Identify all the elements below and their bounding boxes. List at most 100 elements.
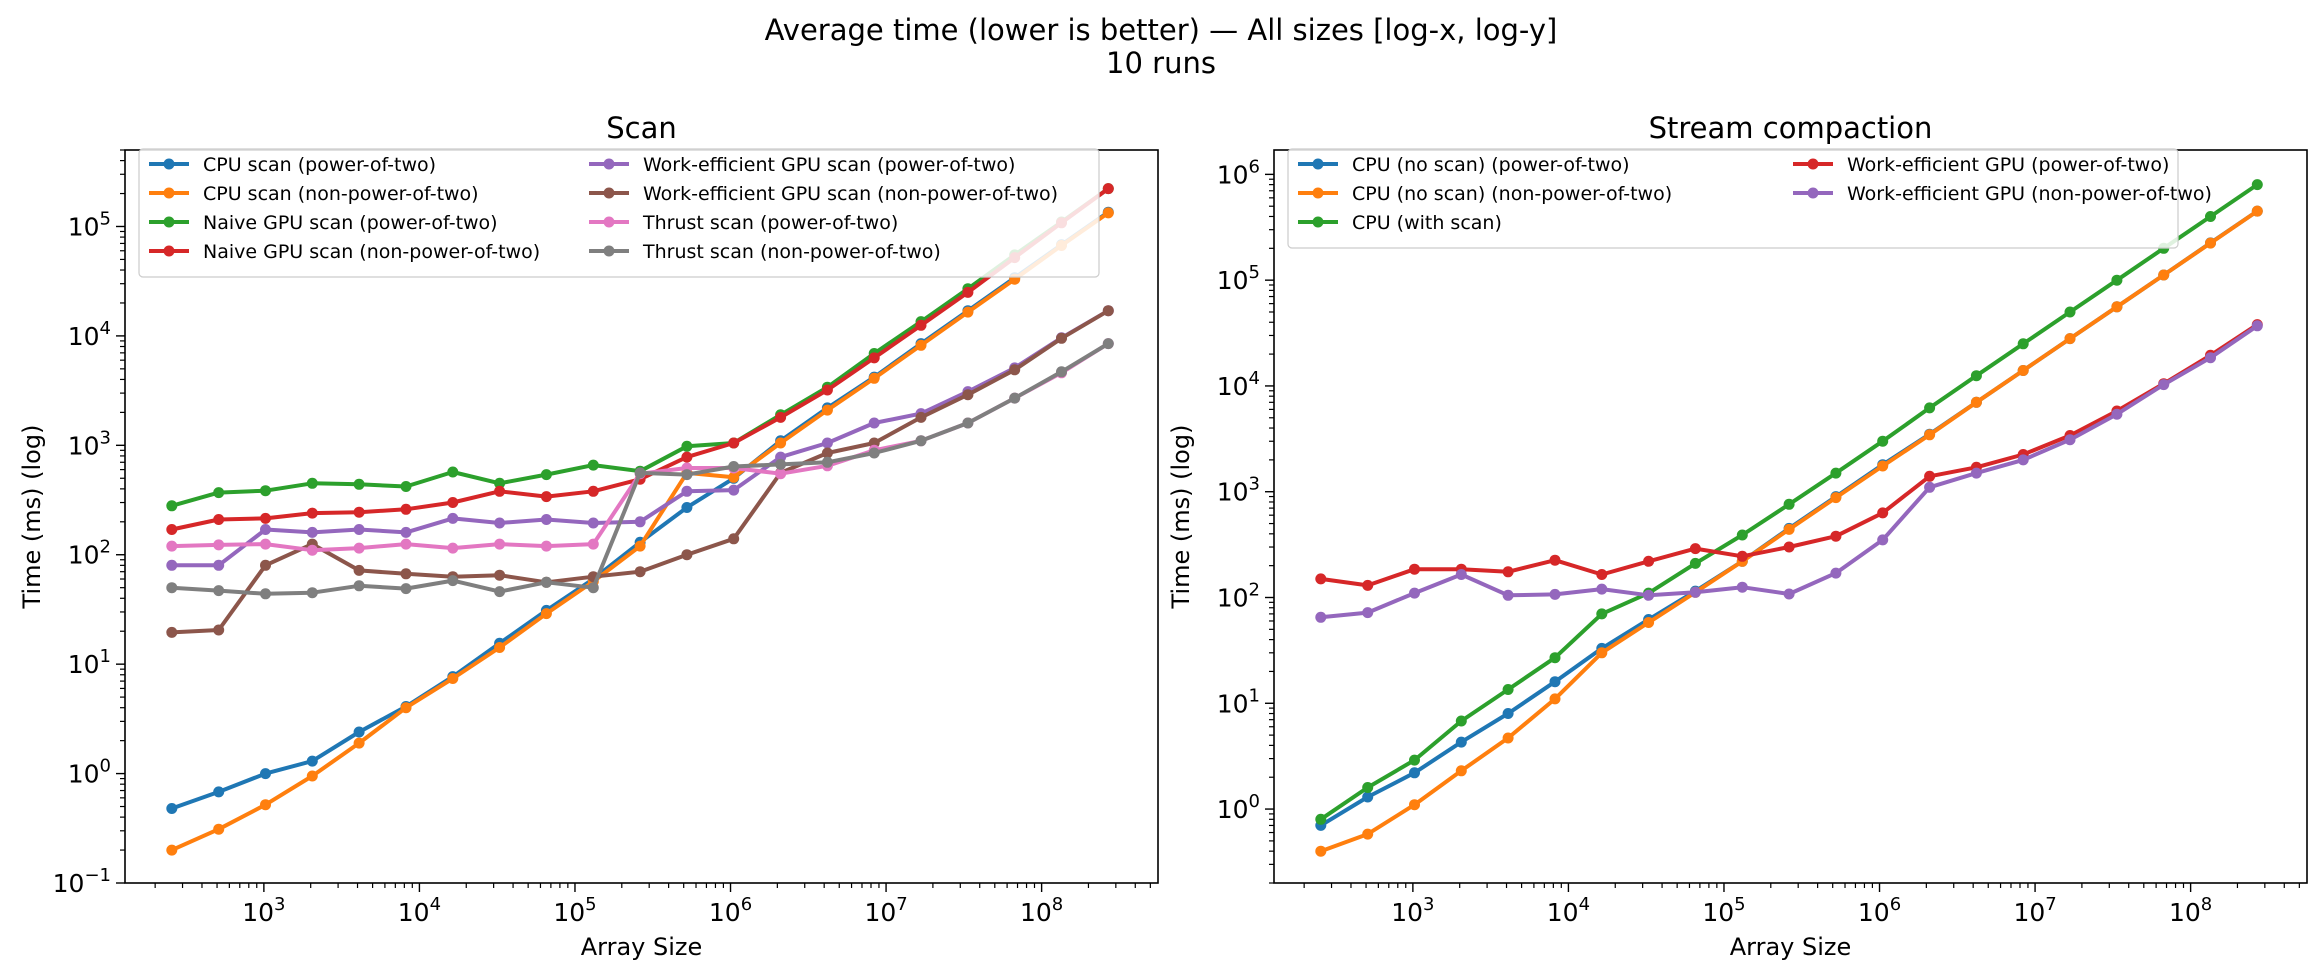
scan-legend-item: Thrust scan (power-of-two) bbox=[589, 212, 898, 234]
stream-compaction-data-point bbox=[2158, 379, 2170, 391]
stream-compaction-y-tick-label: 106 bbox=[1217, 156, 1260, 189]
scan-data-point bbox=[681, 502, 693, 513]
scan-legend-item: Work-efficient GPU scan (power-of-two) bbox=[589, 154, 1015, 176]
scan-data-point bbox=[587, 538, 599, 550]
scan-data-point bbox=[868, 417, 880, 429]
stream-compaction-data-point bbox=[2017, 365, 2029, 376]
scan-data-point bbox=[494, 538, 506, 550]
scan-data-point bbox=[306, 544, 318, 556]
scan-y-tick-label: 102 bbox=[68, 537, 111, 570]
scan-data-point bbox=[681, 469, 693, 481]
scan-legend-item: CPU scan (non-power-of-two) bbox=[149, 183, 479, 205]
scan-data-point bbox=[868, 447, 880, 459]
scan-data-point bbox=[400, 526, 412, 538]
scan-x-tick-label: 105 bbox=[553, 894, 596, 927]
stream-compaction-legend-label: Work-efficient GPU (non-power-of-two) bbox=[1847, 183, 2212, 205]
scan-data-point bbox=[447, 542, 459, 554]
scan-data-point bbox=[353, 580, 365, 592]
scan-data-point bbox=[634, 467, 646, 479]
stream-compaction-series-work-efficient-gpu-non-power-of-two bbox=[1315, 320, 2263, 623]
scan-x-tick-label: 103 bbox=[242, 894, 285, 927]
stream-compaction-data-point bbox=[1877, 534, 1889, 546]
stream-compaction-data-point bbox=[2251, 205, 2263, 217]
scan-data-point bbox=[166, 559, 178, 571]
scan-data-point bbox=[400, 583, 412, 595]
scan-data-point bbox=[447, 673, 459, 684]
scan-title: Scan bbox=[606, 111, 677, 145]
stream-compaction-y-tick-label: 105 bbox=[1217, 262, 1260, 295]
stream-compaction-x-axis-label: Array Size bbox=[1730, 933, 1852, 961]
stream-compaction-x-tick-label: 107 bbox=[2013, 894, 2056, 927]
stream-compaction-data-point bbox=[1362, 828, 1374, 840]
stream-compaction-data-point bbox=[2205, 237, 2216, 249]
scan-data-point bbox=[260, 799, 271, 811]
scan-legend-box bbox=[138, 148, 1100, 278]
stream-compaction-x-tick-label: 108 bbox=[2169, 894, 2212, 927]
scan-legend-marker bbox=[163, 245, 175, 257]
stream-compaction-legend-item: CPU (no scan) (power-of-two) bbox=[1298, 154, 1630, 176]
scan-legend: CPU scan (power-of-two) CPU scan (non-pow… bbox=[138, 148, 1100, 278]
scan-data-point bbox=[1009, 392, 1021, 404]
scan-legend-label: CPU scan (power-of-two) bbox=[203, 154, 436, 176]
stream-compaction-data-point bbox=[1783, 588, 1795, 600]
stream-compaction-data-point bbox=[2064, 306, 2076, 318]
stream-compaction-data-point bbox=[1643, 589, 1655, 601]
scan-data-point bbox=[447, 466, 459, 478]
stream-compaction-data-point bbox=[1830, 492, 1842, 504]
scan-data-point bbox=[260, 768, 271, 780]
scan-data-point bbox=[587, 485, 599, 497]
scan-x-tick-label: 104 bbox=[398, 894, 441, 927]
stream-compaction-data-point bbox=[2064, 333, 2076, 345]
stream-compaction-legend-marker bbox=[1312, 216, 1324, 228]
scan-legend-marker bbox=[163, 216, 175, 228]
stream-compaction-legend-item: CPU (with scan) bbox=[1298, 212, 1502, 234]
scan-y-axis-label: Time (ms) (log) bbox=[18, 425, 46, 610]
stream-compaction-data-point bbox=[1924, 481, 1936, 493]
stream-compaction-data-point bbox=[1970, 396, 1982, 408]
scan-data-point bbox=[494, 485, 506, 497]
scan-data-point bbox=[353, 506, 365, 518]
stream-compaction-data-point bbox=[1362, 791, 1374, 803]
scan-legend-item: Naive GPU scan (power-of-two) bbox=[149, 212, 498, 234]
scan-chart-panel: Scan Array Size Time (ms) (log) 103 104 105 10… bbox=[18, 111, 1159, 961]
scan-data-point bbox=[494, 586, 506, 598]
stream-compaction-data-point bbox=[1877, 507, 1889, 519]
scan-data-point bbox=[915, 319, 927, 331]
scan-series-work-efficient-gpu-scan-power-of-two bbox=[166, 305, 1114, 571]
stream-compaction-data-point bbox=[2111, 274, 2123, 286]
scan-data-point bbox=[962, 389, 974, 401]
scan-data-point bbox=[353, 737, 365, 749]
scan-data-point bbox=[1102, 305, 1114, 317]
stream-compaction-legend-label: CPU (no scan) (power-of-two) bbox=[1352, 154, 1630, 176]
stream-compaction-legend-marker bbox=[1312, 158, 1324, 170]
scan-legend-item: Naive GPU scan (non-power-of-two) bbox=[149, 241, 540, 263]
stream-compaction-data-point bbox=[1502, 566, 1514, 578]
scan-data-point bbox=[540, 576, 552, 588]
stream-compaction-y-tick-label: 103 bbox=[1217, 474, 1260, 507]
stream-compaction-legend: CPU (no scan) (power-of-two) CPU (no scan… bbox=[1287, 148, 2212, 249]
scan-data-point bbox=[213, 487, 225, 499]
scan-legend-label: Naive GPU scan (non-power-of-two) bbox=[203, 241, 540, 263]
stream-compaction-data-point bbox=[2251, 179, 2263, 191]
scan-data-point bbox=[494, 569, 506, 581]
stream-compaction-data-point bbox=[1502, 589, 1514, 601]
stream-compaction-data-point bbox=[1830, 467, 1842, 479]
stream-compaction-data-point bbox=[1877, 460, 1889, 472]
scan-legend-label: Work-efficient GPU scan (power-of-two) bbox=[643, 154, 1015, 176]
scan-data-point bbox=[540, 608, 552, 620]
stream-compaction-data-point bbox=[1830, 567, 1842, 579]
scan-data-point bbox=[728, 461, 740, 472]
scan-data-point bbox=[213, 539, 225, 551]
stream-compaction-y-axis-label: Time (ms) (log) bbox=[1167, 425, 1195, 610]
scan-legend-label: Work-efficient GPU scan (non-power-of-tw… bbox=[643, 183, 1058, 205]
scan-data-point bbox=[1102, 183, 1114, 195]
scan-data-point bbox=[962, 417, 974, 429]
scan-data-point bbox=[540, 514, 552, 525]
scan-data-point bbox=[353, 564, 365, 576]
scan-data-point bbox=[540, 540, 552, 552]
stream-compaction-data-point bbox=[1596, 583, 1608, 595]
scan-data-point bbox=[634, 566, 646, 578]
scan-data-point bbox=[494, 517, 506, 529]
scan-legend-label: Naive GPU scan (power-of-two) bbox=[203, 212, 498, 234]
